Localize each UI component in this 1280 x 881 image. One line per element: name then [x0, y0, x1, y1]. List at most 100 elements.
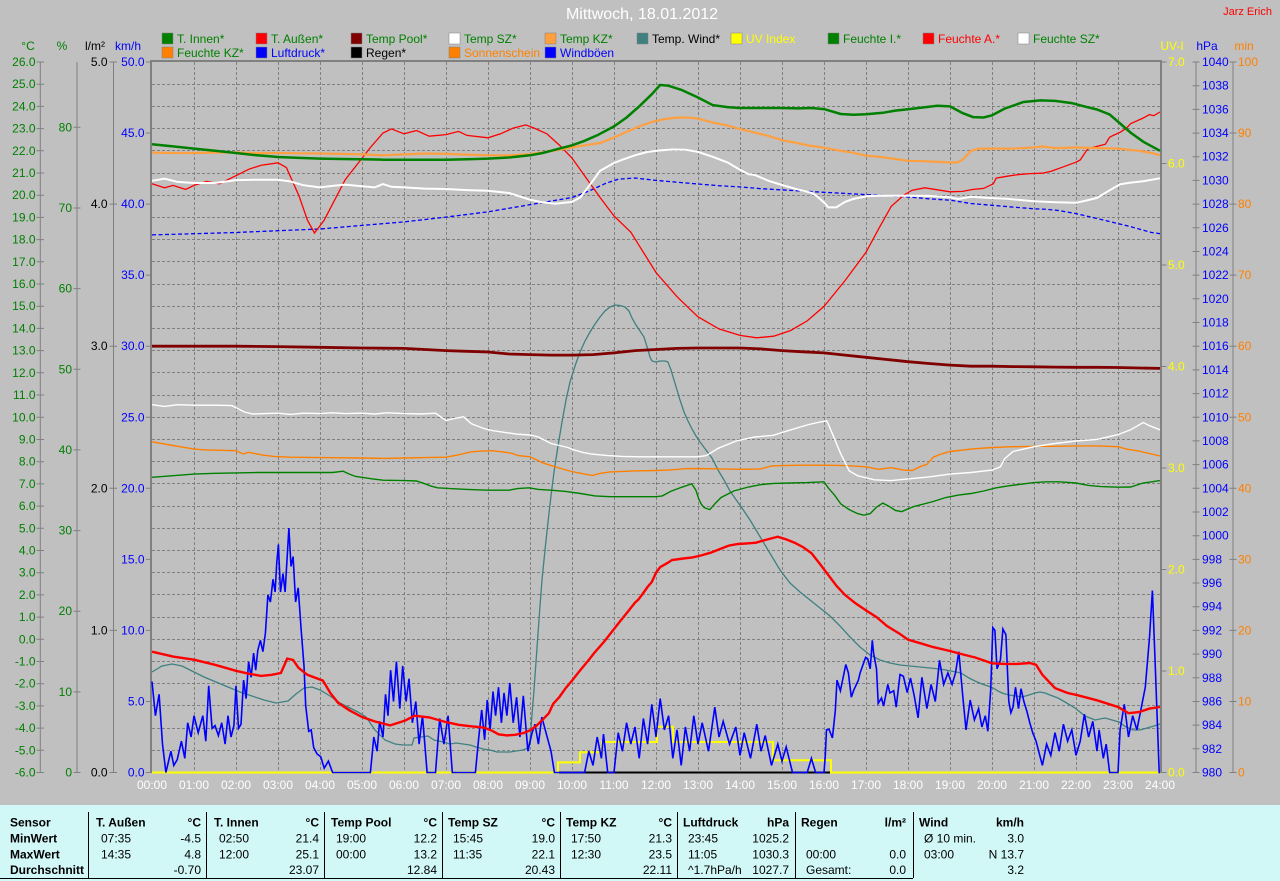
svg-text:10:00: 10:00: [557, 778, 587, 792]
svg-text:-4.5: -4.5: [180, 832, 201, 846]
svg-text:100: 100: [1238, 55, 1258, 69]
svg-text:1020: 1020: [1202, 292, 1229, 306]
svg-text:Gesamt:: Gesamt:: [806, 863, 851, 877]
svg-text:1.0: 1.0: [1168, 664, 1185, 678]
svg-text:02:00: 02:00: [221, 778, 251, 792]
svg-text:24:00: 24:00: [1145, 778, 1175, 792]
svg-text:50: 50: [1238, 410, 1252, 424]
svg-text:17.0: 17.0: [12, 255, 36, 269]
svg-text:990: 990: [1202, 647, 1222, 661]
svg-text:1016: 1016: [1202, 339, 1229, 353]
svg-text:Temp Pool: Temp Pool: [331, 816, 391, 830]
svg-text:984: 984: [1202, 718, 1222, 732]
svg-text:Regen: Regen: [801, 816, 838, 830]
svg-text:Jarz Erich: Jarz Erich: [1223, 6, 1272, 18]
svg-text:-0.70: -0.70: [174, 863, 202, 877]
svg-text:-6.0: -6.0: [15, 766, 36, 780]
svg-text:30.0: 30.0: [121, 339, 145, 353]
svg-text:%: %: [57, 39, 68, 53]
svg-text:Luftdruck: Luftdruck: [683, 816, 739, 830]
svg-text:00:00: 00:00: [806, 848, 836, 862]
svg-text:hPa: hPa: [1196, 39, 1218, 53]
svg-text:7.0: 7.0: [19, 477, 36, 491]
svg-text:T. Außen: T. Außen: [96, 816, 146, 830]
svg-text:1026: 1026: [1202, 221, 1229, 235]
svg-text:18.0: 18.0: [12, 233, 36, 247]
svg-text:1034: 1034: [1202, 126, 1229, 140]
svg-text:Temp. Wind*: Temp. Wind*: [652, 32, 720, 46]
svg-text:1008: 1008: [1202, 434, 1229, 448]
svg-text:min: min: [1234, 39, 1253, 53]
svg-text:11:05: 11:05: [688, 848, 717, 862]
svg-text:992: 992: [1202, 623, 1222, 637]
svg-text:19.0: 19.0: [12, 210, 36, 224]
svg-text:3.0: 3.0: [1007, 832, 1024, 846]
svg-text:13:00: 13:00: [683, 778, 713, 792]
svg-text:0: 0: [1238, 766, 1245, 780]
svg-text:5.0: 5.0: [19, 521, 36, 535]
svg-text:11:35: 11:35: [453, 848, 482, 862]
svg-text:Windböen: Windböen: [560, 46, 614, 60]
svg-text:0.0: 0.0: [889, 863, 906, 877]
svg-text:1027.7: 1027.7: [752, 863, 789, 877]
svg-text:10.0: 10.0: [12, 410, 36, 424]
svg-text:20: 20: [59, 604, 73, 618]
svg-text:l/m²: l/m²: [85, 39, 105, 53]
svg-text:23.0: 23.0: [12, 122, 36, 136]
svg-text:15:00: 15:00: [767, 778, 797, 792]
svg-text:996: 996: [1202, 576, 1222, 590]
svg-text:00:00: 00:00: [137, 778, 167, 792]
svg-text:21.4: 21.4: [296, 832, 320, 846]
svg-text:MinWert: MinWert: [10, 832, 57, 846]
svg-text:09:00: 09:00: [515, 778, 545, 792]
svg-text:°C: °C: [659, 816, 673, 830]
svg-text:19:00: 19:00: [336, 832, 366, 846]
svg-text:25.0: 25.0: [12, 77, 36, 91]
svg-text:35.0: 35.0: [121, 268, 145, 282]
svg-text:15.0: 15.0: [121, 552, 145, 566]
svg-text:1018: 1018: [1202, 316, 1229, 330]
svg-text:998: 998: [1202, 552, 1222, 566]
svg-text:1.0: 1.0: [19, 610, 36, 624]
svg-text:00:00: 00:00: [336, 848, 366, 862]
svg-text:0: 0: [65, 766, 72, 780]
svg-text:24.0: 24.0: [12, 99, 36, 113]
svg-text:20:00: 20:00: [977, 778, 1007, 792]
svg-text:8.0: 8.0: [19, 455, 36, 469]
svg-text:1028: 1028: [1202, 197, 1229, 211]
svg-text:21:00: 21:00: [1019, 778, 1049, 792]
svg-text:1022: 1022: [1202, 268, 1229, 282]
svg-text:Temp Pool*: Temp Pool*: [366, 32, 428, 46]
svg-text:1024: 1024: [1202, 244, 1229, 258]
svg-text:23.07: 23.07: [289, 863, 319, 877]
svg-text:21.0: 21.0: [12, 166, 36, 180]
svg-text:23:45: 23:45: [688, 832, 718, 846]
svg-text:1.0: 1.0: [91, 623, 108, 637]
svg-text:22.1: 22.1: [532, 848, 556, 862]
svg-text:12.84: 12.84: [407, 863, 437, 877]
svg-text:0.0: 0.0: [19, 632, 36, 646]
svg-text:-1.0: -1.0: [15, 654, 36, 668]
svg-text:90: 90: [1238, 126, 1252, 140]
svg-text:45.0: 45.0: [121, 126, 145, 140]
svg-text:3.0: 3.0: [19, 566, 36, 580]
svg-text:UV Index: UV Index: [746, 32, 795, 46]
svg-text:3.0: 3.0: [91, 339, 108, 353]
svg-text:°C: °C: [306, 816, 320, 830]
svg-text:988: 988: [1202, 671, 1222, 685]
svg-text:12.0: 12.0: [12, 366, 36, 380]
svg-text:0.0: 0.0: [889, 848, 906, 862]
svg-text:7.0: 7.0: [1168, 55, 1185, 69]
svg-text:12.2: 12.2: [414, 832, 438, 846]
svg-text:Feuchte SZ*: Feuchte SZ*: [1033, 32, 1100, 46]
svg-text:16:00: 16:00: [809, 778, 839, 792]
svg-text:1012: 1012: [1202, 387, 1229, 401]
svg-text:-2.0: -2.0: [15, 677, 36, 691]
svg-text:9.0: 9.0: [19, 432, 36, 446]
svg-text:994: 994: [1202, 600, 1222, 614]
svg-text:1006: 1006: [1202, 458, 1229, 472]
svg-text:6.0: 6.0: [19, 499, 36, 513]
svg-text:Temp KZ: Temp KZ: [566, 816, 616, 830]
svg-text:11:00: 11:00: [599, 778, 628, 792]
svg-text:40: 40: [59, 443, 73, 457]
